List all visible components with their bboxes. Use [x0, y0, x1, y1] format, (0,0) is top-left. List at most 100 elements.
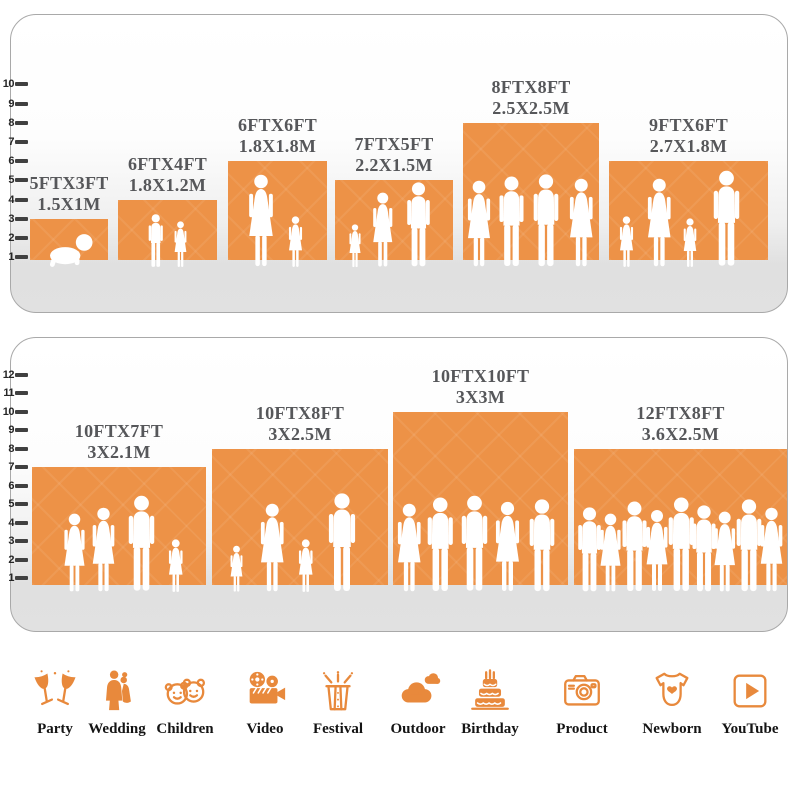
axis-tick: 3 [0, 535, 28, 547]
category-product: Product [540, 668, 624, 738]
axis-tick: 10 [0, 406, 28, 418]
youtube-icon [727, 668, 773, 714]
axis-tick-dash [15, 159, 28, 163]
axis-tick-label: 3 [8, 535, 14, 547]
axis-tick-label: 11 [3, 387, 14, 399]
people-silhouette [230, 493, 356, 592]
size-m: 3.6X2.5M [641, 424, 720, 444]
size-ft: 12FTX8FT [636, 403, 725, 423]
axis-tick-label: 7 [8, 461, 14, 473]
axis-tick: 1 [0, 572, 28, 584]
size-m: 2.2X1.5M [355, 155, 433, 175]
axis-tick-label: 9 [8, 98, 14, 110]
children-icon [162, 668, 208, 714]
axis-tick: 5 [0, 174, 28, 186]
size-m: 2.7X1.8M [649, 136, 728, 156]
axis-tick-label: 3 [8, 213, 14, 225]
axis-tick-label: 6 [8, 480, 14, 492]
backdrop-bar-7x5ft: 7FTX5FT 2.2X1.5M [335, 134, 453, 268]
axis-tick-label: 4 [8, 194, 14, 206]
category-label: Newborn [642, 721, 702, 737]
backdrop-bar-8x8ft: 8FTX8FT 2.5X2.5M [463, 77, 599, 267]
size-label: 8FTX8FT 2.5X2.5M [491, 77, 570, 119]
axis-tick: 8 [0, 117, 28, 129]
backdrop-bar-10x10ft: 10FTX10FT 3X3M [393, 366, 568, 592]
people-silhouette [578, 497, 783, 592]
axis-tick-label: 8 [8, 443, 14, 455]
size-label: 10FTX7FT 3X2.1M [75, 421, 163, 463]
axis-tick: 12 [0, 369, 28, 381]
party-icon [32, 668, 78, 714]
backdrop-bar-5x3ft: 5FTX3FT 1.5X1M [29, 173, 108, 268]
axis-tick-dash [15, 140, 28, 144]
axis-tick-label: 2 [8, 232, 14, 244]
size-m: 1.8X1.2M [128, 175, 207, 195]
size-ft: 8FTX8FT [491, 77, 571, 97]
axis-tick: 1 [0, 251, 28, 263]
axis-tick-dash [15, 373, 28, 377]
axis-tick-dash [15, 484, 28, 488]
category-label: Party [37, 721, 73, 737]
axis-tick-label: 5 [8, 498, 14, 510]
size-label: 12FTX8FT 3.6X2.5M [636, 403, 724, 445]
axis-tick-label: 5 [8, 174, 14, 186]
axis-tick-dash [15, 447, 28, 451]
backdrop-bar-10x8ft: 10FTX8FT 3X2.5M [212, 403, 388, 592]
axis-tick-dash [15, 558, 28, 562]
axis-tick-dash [15, 465, 28, 469]
size-ft: 6FTX4FT [127, 154, 208, 174]
axis-tick-label: 1 [8, 251, 14, 263]
axis-tick-label: 2 [8, 554, 14, 566]
category-video: Video [223, 668, 307, 738]
axis-tick-dash [15, 410, 28, 414]
axis-tick-label: 6 [8, 155, 14, 167]
axis-tick-label: 10 [2, 406, 15, 418]
category-outdoor: Outdoor [376, 668, 460, 738]
size-m: 2.5X2.5M [492, 98, 570, 118]
people-silhouette [148, 214, 187, 268]
birthday-icon [467, 668, 513, 714]
axis-tick: 9 [0, 424, 28, 436]
axis-tick-dash [15, 82, 28, 86]
category-birthday: Birthday [448, 668, 532, 738]
backdrop-bar-12x8ft: 12FTX8FT 3.6X2.5M [574, 403, 787, 592]
size-m: 1.5X1M [37, 194, 101, 214]
people-silhouette [397, 495, 555, 592]
size-label: 7FTX5FT 2.2X1.5M [354, 134, 433, 176]
people-silhouette [467, 174, 593, 267]
backdrop-bar-6x4ft: 6FTX4FT 1.8X1.2M [118, 154, 217, 268]
category-festival: Festival [296, 668, 380, 738]
axis-tick: 2 [0, 554, 28, 566]
axis-tick-dash [15, 576, 28, 580]
category-children: Children [143, 668, 227, 738]
axis-tick: 6 [0, 480, 28, 492]
size-ft: 10FTX7FT [74, 421, 164, 441]
size-ft: 7FTX5FT [354, 134, 434, 154]
axis-tick-dash [15, 521, 28, 525]
axis-tick: 11 [0, 387, 28, 399]
axis-tick-dash [15, 502, 28, 506]
people-silhouette [619, 170, 740, 267]
size-label: 6FTX6FT 1.8X1.8M [238, 115, 317, 157]
people-silhouette [64, 495, 183, 592]
axis-tick-dash [15, 178, 28, 182]
size-ft: 6FTX6FT [237, 115, 318, 135]
axis-tick-dash [15, 217, 28, 221]
people-silhouette [349, 182, 430, 268]
axis-tick: 6 [0, 155, 28, 167]
axis-tick-dash [15, 102, 28, 106]
axis-tick-label: 8 [8, 117, 14, 129]
category-label: Product [556, 721, 608, 737]
axis-tick-dash [15, 198, 28, 202]
category-party: Party [13, 668, 97, 738]
backdrop-bar-6x6ft: 6FTX6FT 1.8X1.8M [228, 115, 327, 267]
axis-tick: 2 [0, 232, 28, 244]
size-ft: 9FTX6FT [648, 115, 729, 135]
axis-tick: 3 [0, 213, 28, 225]
category-label: YouTube [721, 721, 779, 737]
category-label: Birthday [461, 721, 519, 737]
size-label: 10FTX10FT 3X3M [432, 366, 530, 408]
video-icon [242, 668, 288, 714]
category-label: Video [246, 721, 284, 737]
category-label: Outdoor [390, 721, 446, 737]
